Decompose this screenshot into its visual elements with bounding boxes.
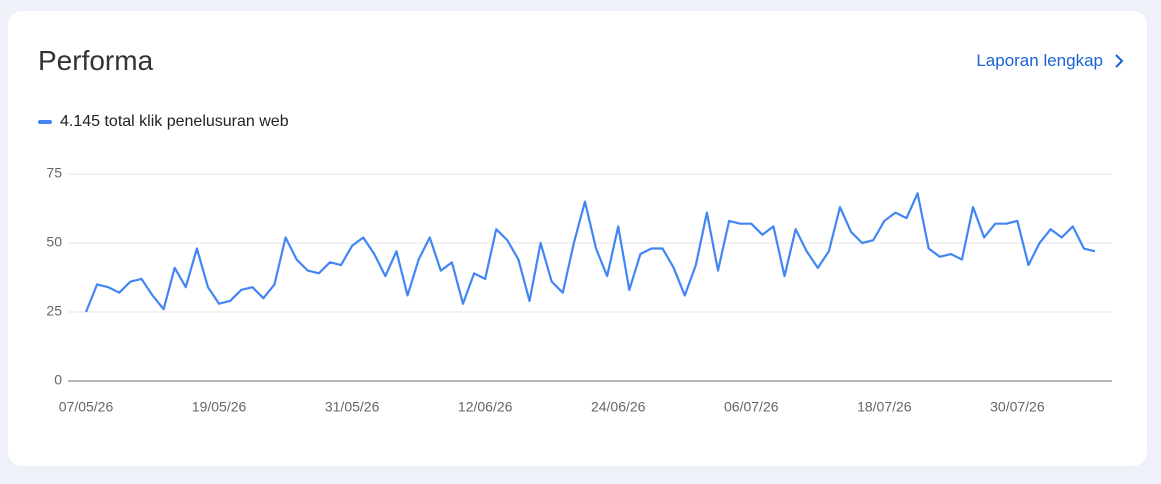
x-tick-label: 07/05/26: [59, 399, 114, 415]
series-line: [84, 192, 1096, 313]
card-title: Performa: [38, 45, 154, 76]
x-tick-label: 12/06/26: [458, 399, 513, 415]
link-text[interactable]: Laporan lengkap: [976, 51, 1103, 70]
x-tick-label: 06/07/26: [724, 399, 779, 415]
y-tick-label: 25: [46, 303, 62, 319]
x-tick-label: 30/07/26: [990, 399, 1045, 415]
card: Performa Laporan lengkap: [8, 11, 1147, 466]
x-tick-label: 19/05/26: [192, 399, 247, 415]
legend: 4.145 total klik penelusuran web: [60, 113, 289, 130]
x-tick-label: 24/06/26: [591, 399, 646, 415]
y-tick-label: 0: [54, 372, 62, 388]
chevron-icon[interactable]: [1113, 53, 1125, 69]
x-tick-label: 18/07/26: [857, 399, 912, 415]
y-tick-label: 50: [46, 234, 62, 250]
x-tick-label: 31/05/26: [325, 399, 380, 415]
full-report-link[interactable]: Laporan lengkap: [976, 51, 1125, 71]
y-tick-label: 75: [46, 165, 62, 181]
